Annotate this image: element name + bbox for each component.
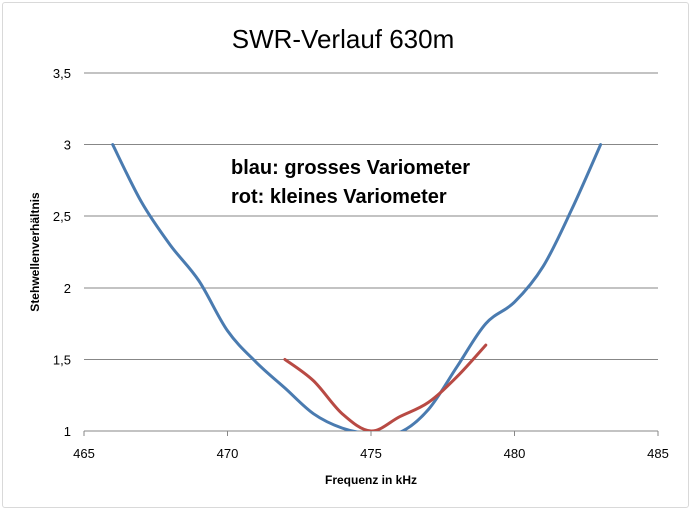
x-tick-label-3: 480 [504, 446, 526, 461]
x-tick-label-1: 470 [217, 446, 239, 461]
annotation-blue: blau: grosses Variometer [231, 157, 470, 179]
series-red-line [283, 343, 488, 431]
y-tick-labels: 1 1,5 2 2,5 3 3,5 [53, 66, 71, 439]
chart-title: SWR-Verlauf 630m [232, 24, 455, 54]
x-tick-labels: 465 470 475 480 485 [73, 431, 669, 461]
x-axis-label: Frequenz in kHz [325, 473, 417, 487]
annotation-red: rot: kleines Variometer [231, 186, 447, 208]
x-tick-label-2: 475 [360, 446, 382, 461]
y-tick-label-4: 3 [64, 138, 71, 153]
chart-frame [2, 2, 689, 508]
series-layer [111, 143, 603, 431]
y-tick-label-1: 1,5 [53, 352, 71, 367]
gridlines [84, 72, 658, 432]
series-blue-line [111, 143, 603, 431]
y-tick-label-2: 2 [64, 281, 71, 296]
y-axis-label: Stehwellenverhältnis [28, 192, 42, 312]
y-tick-label-3: 2,5 [53, 209, 71, 224]
y-tick-label-0: 1 [64, 424, 71, 439]
y-tick-label-5: 3,5 [53, 66, 71, 81]
x-tick-label-0: 465 [73, 446, 95, 461]
x-tick-label-4: 485 [647, 446, 669, 461]
